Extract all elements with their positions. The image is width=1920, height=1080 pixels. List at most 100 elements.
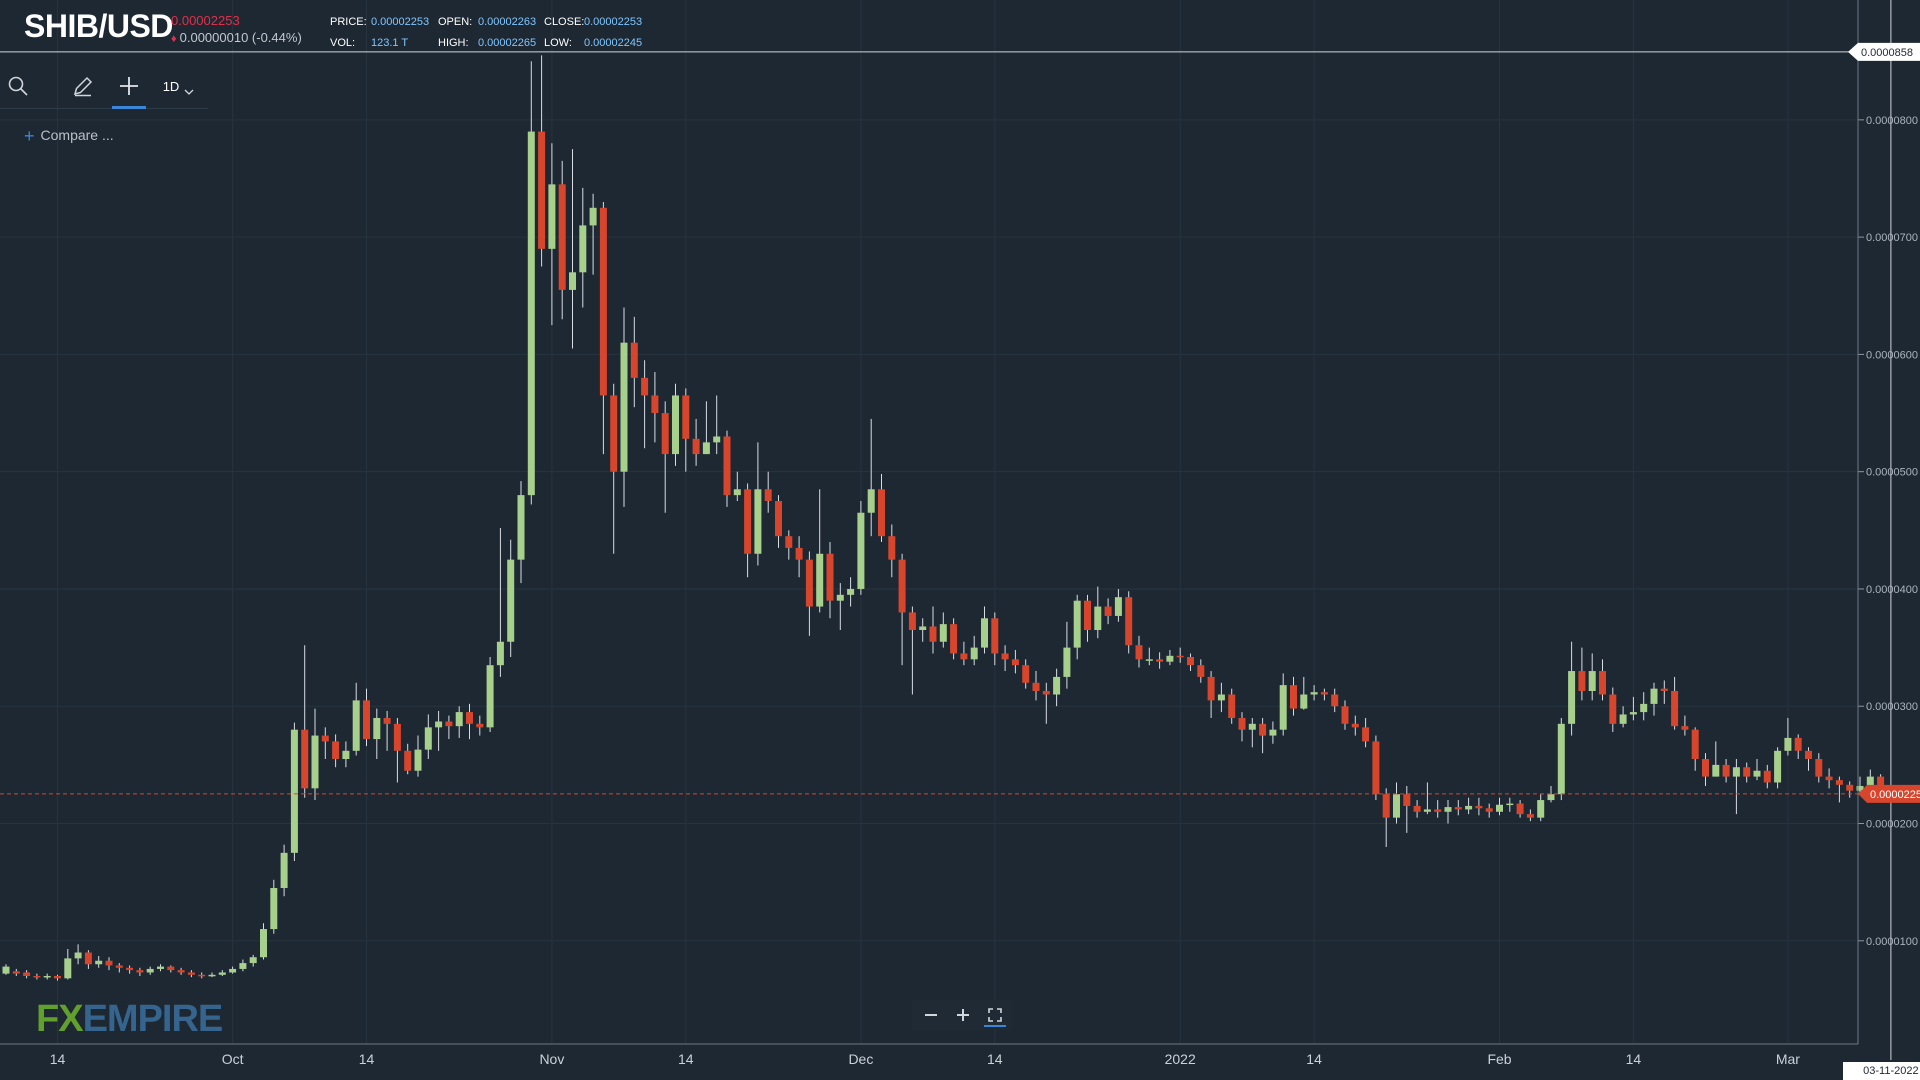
candle-body xyxy=(54,975,61,979)
candle-body xyxy=(1042,690,1050,695)
candle xyxy=(1114,588,1122,622)
low-value: 0.00002245 xyxy=(584,37,643,49)
price-change: ♦ 0.00000010 (-0.44%) xyxy=(171,30,302,45)
candle xyxy=(321,727,329,760)
candle-body xyxy=(95,960,103,965)
candle xyxy=(1794,734,1802,760)
fullscreen-button[interactable] xyxy=(984,1004,1006,1027)
candle-body xyxy=(167,966,175,971)
candle-body xyxy=(1259,723,1267,736)
candle-body xyxy=(569,272,576,290)
candle-body xyxy=(146,968,154,973)
candle xyxy=(960,641,968,666)
candle-body xyxy=(548,184,556,249)
zoom-in-button[interactable] xyxy=(952,1004,974,1026)
candle xyxy=(1454,800,1462,816)
candle-body xyxy=(919,626,927,631)
candle xyxy=(1434,800,1442,818)
candle xyxy=(702,401,710,455)
candle xyxy=(630,316,638,408)
timeframe-select[interactable]: 1D xyxy=(156,66,202,106)
candle-body xyxy=(558,184,566,290)
candle-body xyxy=(1011,659,1019,666)
draw-button[interactable] xyxy=(66,66,100,106)
candle xyxy=(1073,594,1081,660)
candle xyxy=(919,618,927,642)
candle-body xyxy=(1712,764,1720,777)
candle xyxy=(1722,759,1730,783)
candle xyxy=(115,963,123,973)
candle-body xyxy=(1393,794,1400,818)
candle xyxy=(1712,741,1720,777)
candle xyxy=(1732,759,1740,815)
high-label: HIGH: xyxy=(438,37,469,49)
candle xyxy=(672,383,679,466)
candle xyxy=(2,964,10,975)
candle-body xyxy=(1434,809,1442,812)
candle-body xyxy=(342,750,350,760)
candle xyxy=(507,539,515,657)
zoom-out-button[interactable] xyxy=(920,1004,942,1026)
candle xyxy=(1104,598,1112,625)
candle xyxy=(569,149,576,349)
candle-body xyxy=(105,960,113,966)
candle-body xyxy=(1496,804,1503,812)
open-value: 0.00002263 xyxy=(478,16,537,28)
candle-body xyxy=(311,735,319,789)
candle-body xyxy=(630,342,638,378)
candle xyxy=(393,717,401,783)
candle xyxy=(1856,776,1864,795)
candle-body xyxy=(538,131,546,249)
candle-body xyxy=(136,970,144,973)
candle-body xyxy=(1475,805,1483,809)
candle-body xyxy=(1022,665,1030,683)
candle xyxy=(599,201,607,455)
candle xyxy=(692,418,700,466)
candle-body xyxy=(1465,805,1473,810)
candle xyxy=(352,682,360,756)
y-tick-label: 0.0000800 xyxy=(1866,115,1918,127)
crosshair-button[interactable] xyxy=(112,66,146,109)
y-tick-label: 0.0000200 xyxy=(1866,819,1918,831)
candle xyxy=(538,55,546,267)
compare-button[interactable]: + Compare ... xyxy=(24,126,114,147)
time-axis: 14 Oct 14 Nov 14 Dec 14 2022 14 Feb 14 Mar xyxy=(0,1043,1858,1067)
candle xyxy=(126,965,134,974)
candle-body xyxy=(1557,723,1565,795)
candle-body xyxy=(496,641,504,666)
candle xyxy=(280,844,288,897)
candle xyxy=(1217,682,1225,713)
candle xyxy=(1011,649,1019,674)
candle-body xyxy=(1032,682,1040,691)
candle xyxy=(620,307,628,507)
candle-body xyxy=(1743,767,1751,777)
candle-body xyxy=(280,852,288,889)
candle-body xyxy=(126,967,134,971)
candle-body xyxy=(1805,750,1812,760)
candle xyxy=(981,606,988,654)
candle xyxy=(1238,712,1246,742)
logo-fx: FX xyxy=(36,998,84,1040)
search-button[interactable] xyxy=(2,66,34,106)
candle xyxy=(373,708,381,760)
candle-body xyxy=(1094,606,1102,631)
candle xyxy=(1351,715,1359,736)
candle-body xyxy=(1279,685,1287,730)
candle-body xyxy=(661,413,669,455)
candle xyxy=(1094,586,1102,639)
x-tick-label: Nov xyxy=(539,1051,564,1067)
candle xyxy=(1599,659,1606,701)
candle xyxy=(198,972,206,979)
candle-body xyxy=(218,972,226,975)
x-tick-label: 14 xyxy=(987,1051,1003,1067)
candle xyxy=(157,964,164,972)
candle xyxy=(764,471,772,513)
candle xyxy=(1753,759,1761,781)
candle xyxy=(1702,753,1709,786)
pencil-icon xyxy=(73,76,93,97)
zoom-controls xyxy=(912,1000,1012,1030)
candle-body xyxy=(1763,770,1771,783)
candle xyxy=(1671,676,1679,730)
candle-body xyxy=(1176,655,1184,658)
